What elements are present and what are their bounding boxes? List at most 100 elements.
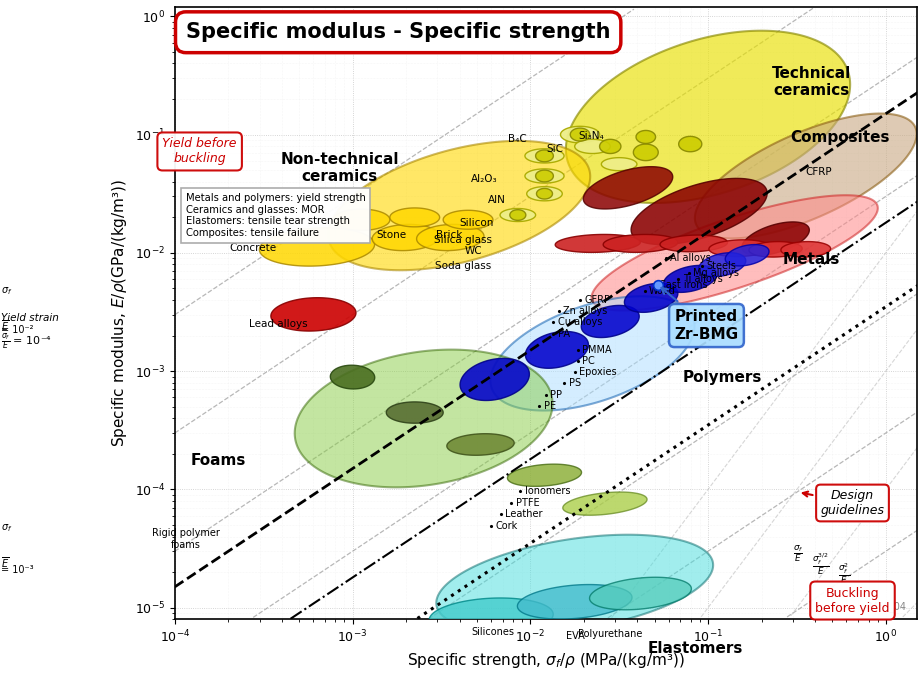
Polygon shape <box>390 208 440 227</box>
Text: Cu alloys: Cu alloys <box>558 317 602 327</box>
Polygon shape <box>570 128 590 141</box>
Text: B₄C: B₄C <box>508 134 527 144</box>
Text: Lead alloys: Lead alloys <box>249 319 307 329</box>
Text: Steels: Steels <box>706 261 736 271</box>
Text: = 10⁻²: = 10⁻² <box>1 325 33 335</box>
Text: $\frac{\sigma_f^{3/2}}{E}$: $\frac{\sigma_f^{3/2}}{E}$ <box>811 551 830 577</box>
Text: $\frac{\sigma_f}{E}$ = 10⁻⁴: $\frac{\sigma_f}{E}$ = 10⁻⁴ <box>1 332 52 353</box>
Polygon shape <box>436 535 713 634</box>
Text: Concrete: Concrete <box>229 243 276 253</box>
Polygon shape <box>525 169 564 183</box>
Polygon shape <box>525 149 564 163</box>
Text: Yield strain: Yield strain <box>1 313 59 323</box>
Polygon shape <box>491 297 695 410</box>
Text: Metals: Metals <box>783 252 840 267</box>
Text: Ti alloys: Ti alloys <box>683 274 723 284</box>
Text: $\frac{\sigma_f}{E}$: $\frac{\sigma_f}{E}$ <box>793 544 803 565</box>
Text: CFRP: CFRP <box>806 167 833 177</box>
Polygon shape <box>625 283 678 312</box>
Polygon shape <box>260 227 374 266</box>
Polygon shape <box>417 224 484 250</box>
Polygon shape <box>328 141 590 270</box>
Polygon shape <box>447 434 514 455</box>
Polygon shape <box>636 131 656 144</box>
Text: PC: PC <box>582 356 595 366</box>
Text: $\frac{\sigma_f^2}{E}$: $\frac{\sigma_f^2}{E}$ <box>838 561 850 586</box>
Polygon shape <box>725 244 769 266</box>
Text: Al₂O₃: Al₂O₃ <box>470 174 497 184</box>
Polygon shape <box>271 298 356 331</box>
Text: Specific modulus - Specific strength: Specific modulus - Specific strength <box>186 22 611 42</box>
Text: Ionomers: Ionomers <box>525 485 570 496</box>
Polygon shape <box>500 209 536 221</box>
Text: Soda glass: Soda glass <box>435 261 492 271</box>
Polygon shape <box>742 222 809 255</box>
X-axis label: Specific strength, $\sigma_f/\rho$ (MPa/(kg/m³)): Specific strength, $\sigma_f/\rho$ (MPa/… <box>407 651 685 670</box>
Text: SiC: SiC <box>547 144 564 154</box>
Text: AlN: AlN <box>488 195 506 205</box>
Text: PE: PE <box>543 401 555 411</box>
Polygon shape <box>600 139 621 154</box>
Polygon shape <box>537 188 553 199</box>
Text: Composites: Composites <box>790 130 890 145</box>
Text: Yield before
buckling: Yield before buckling <box>163 137 237 165</box>
Polygon shape <box>536 170 553 182</box>
Text: Non-technical
ceramics: Non-technical ceramics <box>281 152 399 184</box>
Polygon shape <box>536 150 553 162</box>
Text: $\overline{E}$: $\overline{E}$ <box>1 555 9 569</box>
Polygon shape <box>526 332 589 368</box>
Polygon shape <box>386 402 444 423</box>
Polygon shape <box>555 234 640 253</box>
Polygon shape <box>333 209 390 230</box>
Polygon shape <box>699 253 746 277</box>
Text: $\sigma_f$: $\sigma_f$ <box>1 286 12 297</box>
Polygon shape <box>460 358 529 401</box>
Polygon shape <box>444 211 492 230</box>
Text: Zn alloys: Zn alloys <box>564 307 608 316</box>
Text: Buckling
before yield: Buckling before yield <box>815 586 890 615</box>
Text: PP: PP <box>550 390 562 400</box>
Text: Brick: Brick <box>436 230 462 240</box>
Text: Silicones: Silicones <box>472 628 515 637</box>
Text: = 10⁻³: = 10⁻³ <box>1 565 33 575</box>
Text: Al alloys: Al alloys <box>671 253 711 263</box>
Polygon shape <box>633 144 658 160</box>
Polygon shape <box>372 224 440 250</box>
Polygon shape <box>709 240 771 257</box>
Polygon shape <box>660 235 727 252</box>
Text: Si₃N₄: Si₃N₄ <box>578 131 604 141</box>
Polygon shape <box>331 365 375 389</box>
Y-axis label: Specific modulus, $E/\rho$(GPa/(kg/m³)): Specific modulus, $E/\rho$(GPa/(kg/m³)) <box>110 179 129 447</box>
Text: $\overline{E}$: $\overline{E}$ <box>1 318 9 333</box>
Polygon shape <box>565 30 850 203</box>
Text: Rigid polymer
foams: Rigid polymer foams <box>152 528 220 550</box>
Text: Epoxies: Epoxies <box>579 367 617 377</box>
Text: PTFE: PTFE <box>516 498 540 508</box>
Polygon shape <box>749 242 802 257</box>
Text: Silica glass: Silica glass <box>434 235 492 245</box>
Polygon shape <box>603 234 677 253</box>
Polygon shape <box>695 114 917 238</box>
Polygon shape <box>507 464 581 486</box>
Text: Leather: Leather <box>505 509 542 519</box>
Text: Cast irons: Cast irons <box>659 280 708 290</box>
Polygon shape <box>510 210 526 220</box>
Text: PA: PA <box>558 329 570 339</box>
Text: $\sigma_f$: $\sigma_f$ <box>1 522 12 534</box>
Text: Printed
Zr-BMG: Printed Zr-BMG <box>662 288 738 342</box>
Text: MFA_04: MFA_04 <box>869 601 906 612</box>
Polygon shape <box>781 242 831 257</box>
Polygon shape <box>517 584 632 619</box>
Polygon shape <box>429 598 553 636</box>
Polygon shape <box>591 195 878 311</box>
Polygon shape <box>581 305 639 338</box>
Text: Foams: Foams <box>190 453 246 468</box>
Polygon shape <box>602 158 637 171</box>
Polygon shape <box>583 167 673 209</box>
Polygon shape <box>663 265 717 292</box>
Polygon shape <box>563 492 647 515</box>
Polygon shape <box>561 127 600 143</box>
Text: Polymers: Polymers <box>683 370 761 385</box>
Text: EVA: EVA <box>566 631 585 640</box>
Text: PS: PS <box>568 378 580 389</box>
